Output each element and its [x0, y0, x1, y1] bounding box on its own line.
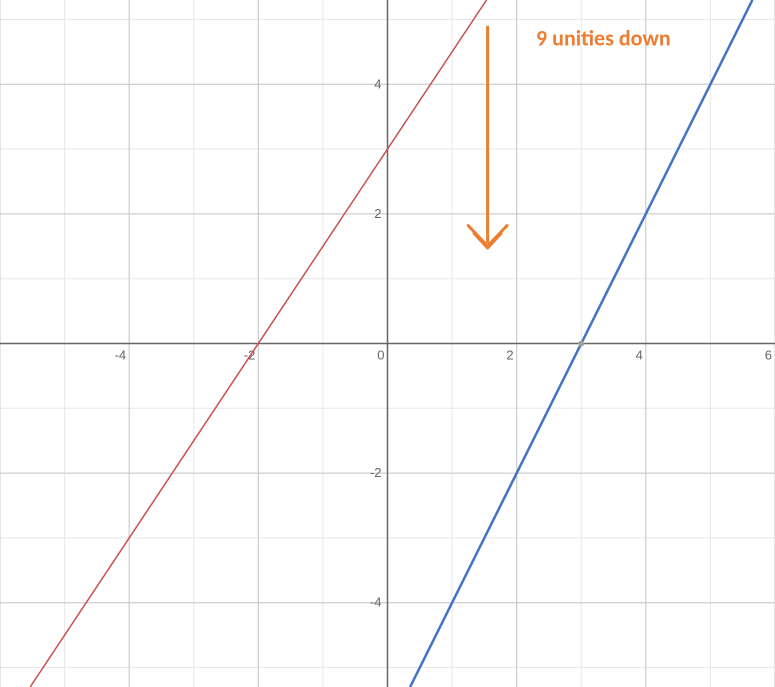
x-tick-label: 4	[636, 348, 643, 363]
x-tick-label: 6	[765, 348, 772, 363]
y-tick-label: 2	[374, 206, 381, 221]
annotation-label: 9 unities down	[536, 24, 671, 51]
y-tick-label: 4	[374, 76, 381, 91]
line-chart: -6-4-20246-4-2249 unities down	[0, 0, 775, 687]
x-tick-label: 2	[506, 348, 513, 363]
x-tick-label: 0	[377, 348, 384, 363]
x-tick-label: -4	[115, 348, 127, 363]
y-tick-label: -2	[370, 465, 382, 480]
y-tick-label: -4	[370, 595, 382, 610]
chart-container: -6-4-20246-4-2249 unities down	[0, 0, 775, 687]
intersection-point	[578, 341, 584, 347]
